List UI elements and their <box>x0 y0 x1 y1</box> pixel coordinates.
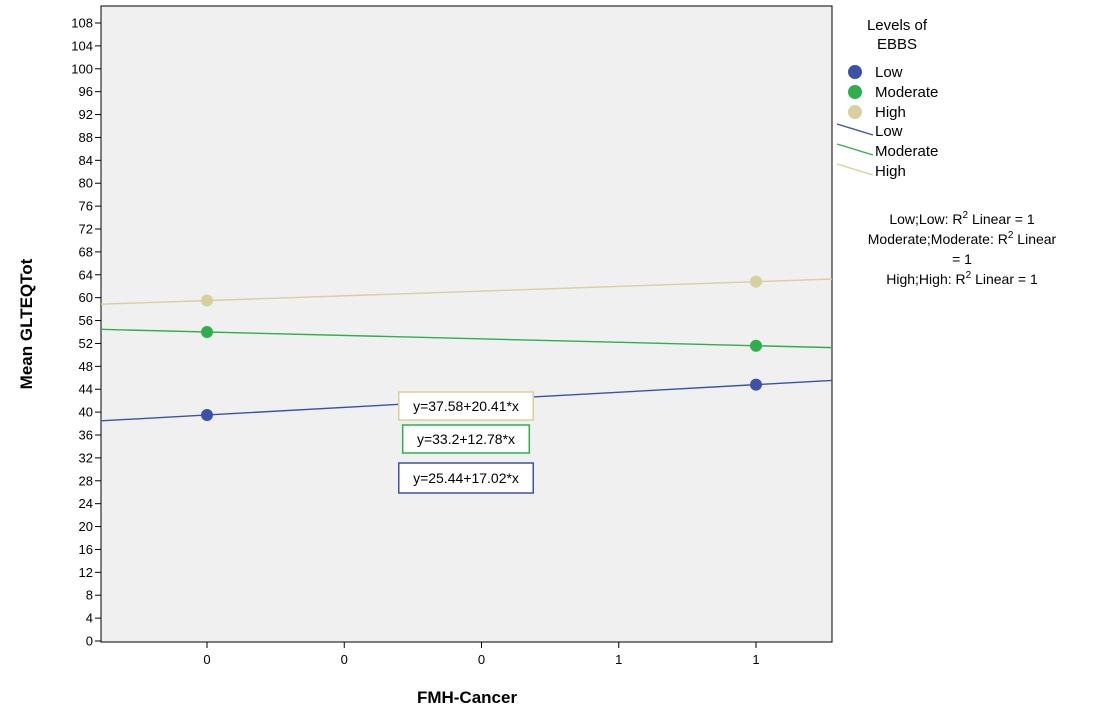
r-squared-note: = 1 <box>952 251 972 267</box>
r-squared-note: Moderate;Moderate: R2 Linear <box>868 230 1057 247</box>
legend-line-low <box>836 123 874 136</box>
y-axis-title: Mean GLTEQTot <box>17 258 36 389</box>
y-tick-label: 68 <box>79 244 93 259</box>
y-tick-label: 20 <box>79 519 93 534</box>
x-tick-label: 0 <box>341 652 348 667</box>
equation-box <box>401 424 531 454</box>
equation-label: y=33.2+12.78*x <box>417 431 515 447</box>
fit-line-moderate <box>100 328 833 349</box>
y-tick-label: 4 <box>86 611 93 626</box>
legend-line-label: High <box>875 163 906 180</box>
y-axis: 0481216202428323640444852566064687276808… <box>71 16 101 649</box>
equation-box <box>398 391 534 421</box>
equation-label: y=37.58+20.41*x <box>413 398 519 414</box>
x-tick-label: 0 <box>203 652 210 667</box>
y-tick-label: 52 <box>79 336 93 351</box>
y-tick-label: 100 <box>71 61 93 76</box>
data-point-moderate <box>750 339 762 352</box>
y-tick-label: 28 <box>79 473 93 488</box>
legend-marker-moderate <box>848 85 862 99</box>
x-axis: 0 0 0 1 1 <box>203 642 760 667</box>
legend-line-moderate <box>836 143 874 156</box>
x-tick-label: 1 <box>752 652 759 667</box>
legend-marker-label: High <box>875 104 906 121</box>
y-tick-label: 64 <box>79 267 93 282</box>
data-point-high <box>201 294 213 307</box>
y-tick-label: 72 <box>79 222 93 237</box>
legend-marker-low <box>848 65 862 79</box>
y-tick-label: 36 <box>79 428 93 443</box>
equation-label: y=25.44+17.02*x <box>413 470 519 486</box>
y-tick-label: 48 <box>79 359 93 374</box>
y-tick-label: 76 <box>79 199 93 214</box>
y-tick-label: 96 <box>79 84 93 99</box>
plot-area <box>100 5 833 643</box>
data-point-high <box>750 275 762 288</box>
legend-line-high <box>836 163 874 176</box>
y-tick-label: 0 <box>86 634 93 649</box>
x-tick-label: 1 <box>615 652 622 667</box>
r-squared-note: Low;Low: R2 Linear = 1 <box>889 210 1034 227</box>
legend-line-label: Moderate <box>875 143 938 160</box>
y-tick-label: 8 <box>86 588 93 603</box>
y-tick-label: 84 <box>79 153 93 168</box>
y-tick-label: 108 <box>71 16 93 31</box>
y-tick-label: 92 <box>79 107 93 122</box>
legend-marker-high <box>848 105 862 119</box>
y-tick-label: 88 <box>79 130 93 145</box>
y-tick-label: 16 <box>79 542 93 557</box>
fit-line-high <box>100 278 833 305</box>
y-tick-label: 12 <box>79 565 93 580</box>
r-squared-note: High;High: R2 Linear = 1 <box>886 270 1038 287</box>
legend: Levels of EBBS Low Moderate High Low Moderat… <box>836 17 938 180</box>
legend-marker-label: Moderate <box>875 84 938 101</box>
equation-box <box>398 462 534 494</box>
x-axis-title: FMH-Cancer <box>417 688 518 707</box>
y-tick-label: 32 <box>79 450 93 465</box>
y-tick-label: 60 <box>79 290 93 305</box>
data-point-low <box>750 378 762 391</box>
data-point-moderate <box>201 326 213 338</box>
x-tick-label: 0 <box>478 652 485 667</box>
legend-marker-label: Low <box>875 64 903 81</box>
legend-title-line-1: Levels of <box>867 17 928 34</box>
y-tick-label: 56 <box>79 313 93 328</box>
y-tick-label: 44 <box>79 382 93 397</box>
legend-line-label: Low <box>875 123 903 140</box>
y-tick-label: 24 <box>79 496 93 511</box>
equation-labels: y=37.58+20.41*x y=33.2+12.78*x y=25.44+17.… <box>398 391 534 494</box>
y-tick-label: 40 <box>79 405 93 420</box>
y-tick-label: 80 <box>79 176 93 191</box>
data-point-low <box>201 408 213 421</box>
y-tick-label: 104 <box>71 38 93 53</box>
legend-title-line-2: EBBS <box>877 36 917 53</box>
r-squared-notes: Low;Low: R2 Linear = 1 Moderate;Moderate:… <box>868 210 1057 287</box>
data-points <box>201 275 762 421</box>
